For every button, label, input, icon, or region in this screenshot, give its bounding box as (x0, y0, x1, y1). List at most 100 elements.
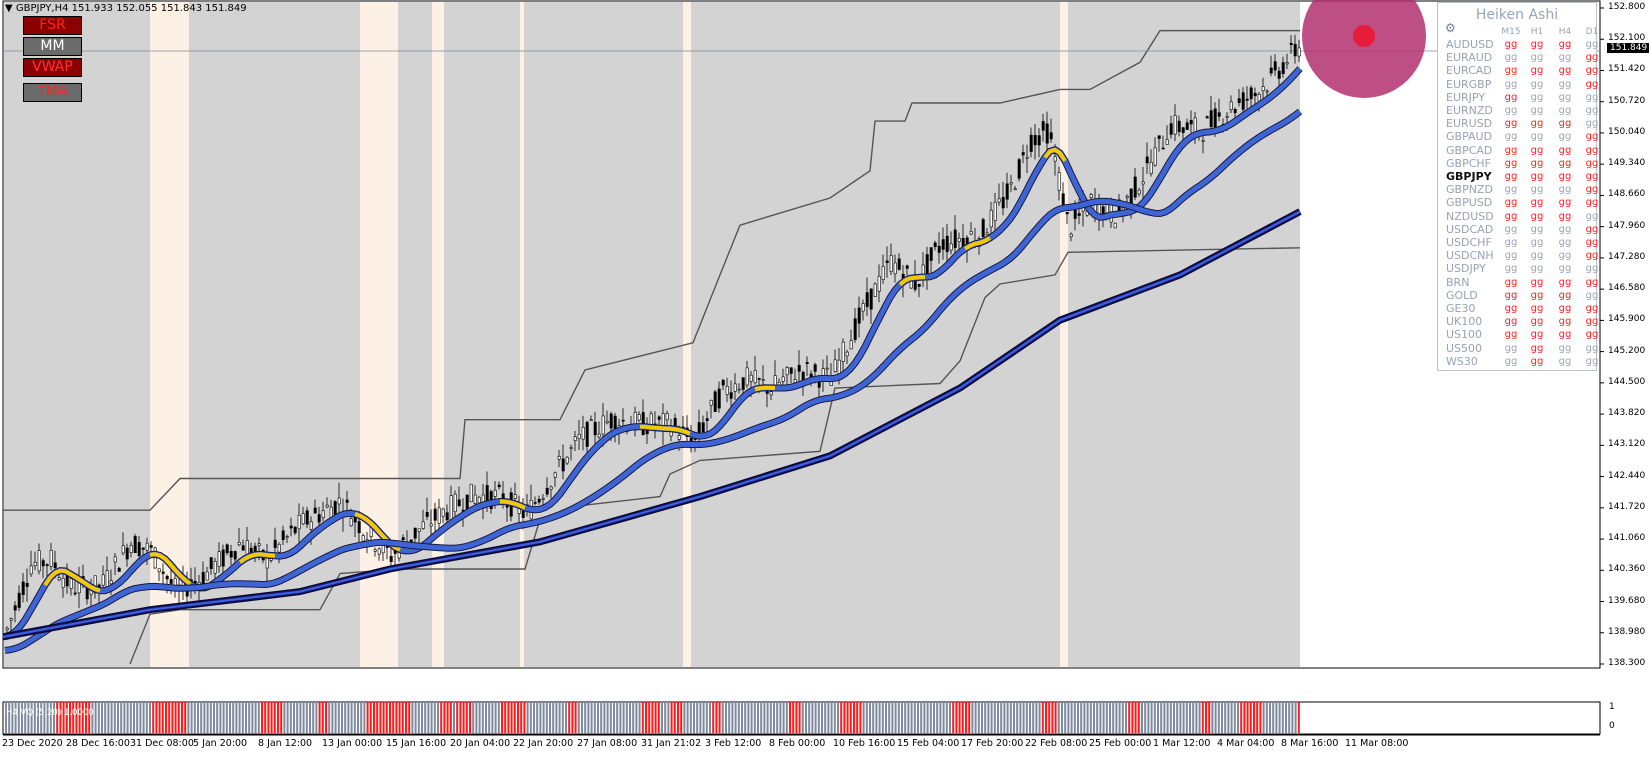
candle-body (477, 496, 481, 504)
symbol-row-audusd[interactable]: AUDUSD gg gg gg gg (1446, 39, 1598, 52)
vq-bar (481, 702, 484, 733)
vq-bar (1243, 702, 1246, 733)
vq-bar (654, 702, 657, 733)
chart-menu-triangle-icon[interactable]: ▼ (5, 3, 13, 14)
candle-body (893, 262, 897, 275)
candle-body (377, 548, 381, 555)
symbol-row-gold[interactable]: GOLD gg gg gg gg (1446, 289, 1598, 303)
vq-bar (257, 702, 260, 733)
vq-bar (462, 702, 465, 733)
vq-bar (1182, 702, 1185, 733)
vq-bar (913, 702, 916, 733)
symbol-row-gbpnzd[interactable]: GBPNZD gg gg gg gg (1446, 184, 1598, 197)
vq-bar (101, 702, 103, 733)
vq-bar (318, 702, 321, 733)
vq-bar (1217, 702, 1220, 733)
vq-bar (421, 702, 423, 733)
signal-cell-m15: gg (1504, 39, 1518, 50)
vq-bar (235, 702, 238, 733)
symbol-row-gbpjpy[interactable]: GBPJPY gg gg gg gg (1446, 171, 1598, 184)
vq-bar (555, 702, 558, 733)
symbol-row-eurgbp[interactable]: EURGBP gg gg gg gg (1446, 78, 1598, 92)
signal-cell-h4: gg (1558, 303, 1572, 314)
fsr-button[interactable]: FSR (23, 16, 82, 35)
symbol-name: USDCHF (1446, 236, 1492, 249)
vq-bar (571, 702, 574, 733)
signal-cell-d1: gg (1585, 329, 1599, 341)
vq-bar (1144, 702, 1147, 733)
symbol-row-eurjpy[interactable]: EURJPY gg gg gg gg (1446, 91, 1598, 105)
vq-bar (1096, 702, 1099, 733)
symbol-row-us100[interactable]: US100 gg gg gg gg (1446, 329, 1598, 342)
candle-body (949, 243, 953, 251)
vq-bar (145, 702, 148, 733)
symbol-row-brn[interactable]: BRN gg gg gg gg (1446, 276, 1598, 290)
candle-body (297, 515, 301, 530)
candle-body (1037, 135, 1041, 146)
vq-bar (782, 702, 785, 733)
signal-cell-h1: gg (1530, 65, 1544, 77)
signal-cell-d1: gg (1585, 144, 1599, 156)
price-axis-label: 141.720 (1608, 501, 1646, 512)
vq-bar (856, 702, 859, 733)
symbol-name: US500 (1446, 341, 1483, 355)
price-axis-label: 139.680 (1608, 595, 1646, 606)
vq-bar (14, 702, 17, 733)
vq-bar (1102, 702, 1105, 733)
symbol-row-gbpaud[interactable]: GBPAUD gg gg gg gg (1446, 131, 1598, 144)
symbol-row-usdcnh[interactable]: USDCNH gg gg gg gg (1446, 250, 1598, 263)
time-axis-label: 28 Dec 16:00 (66, 738, 130, 749)
symbol-row-usdcad[interactable]: USDCAD gg gg gg gg (1446, 223, 1598, 237)
candle-body (953, 229, 957, 248)
gear-icon[interactable]: ⚙ (1445, 21, 1456, 35)
vq-bar (974, 702, 977, 733)
vq-bar (264, 702, 267, 733)
symbol-row-gbpcad[interactable]: GBPCAD gg gg gg gg (1446, 144, 1598, 158)
symbol-row-uk100[interactable]: UK100 gg gg gg gg (1446, 316, 1598, 329)
candle-body (1277, 70, 1281, 79)
vq-bar (1070, 702, 1073, 733)
symbol-row-eurusd[interactable]: EURUSD gg gg gg gg (1446, 118, 1598, 131)
vq-bar (427, 702, 430, 733)
vq-bar (1160, 702, 1163, 733)
vq-bar (529, 702, 532, 733)
vq-bar (72, 702, 75, 733)
price-axis-label: 152.800 (1608, 2, 1646, 12)
candle-body (301, 513, 305, 525)
signal-cell-h1: gg (1530, 342, 1544, 354)
symbol-row-nzdusd[interactable]: NZDUSD gg gg gg gg (1446, 210, 1598, 224)
symbol-row-euraud[interactable]: EURAUD gg gg gg gg (1446, 52, 1598, 65)
candle-body (1125, 195, 1129, 198)
vq-bar (161, 702, 164, 733)
vwap-button[interactable]: VWAP (23, 58, 82, 77)
candle-body (145, 542, 149, 551)
mm-button[interactable]: MM (23, 37, 82, 56)
vq-bar (984, 702, 987, 733)
vq-bar (1291, 702, 1294, 733)
symbol-row-ge30[interactable]: GE30 gg gg gg gg (1446, 303, 1598, 316)
symbol-row-eurcad[interactable]: EURCAD gg gg gg gg (1446, 65, 1598, 78)
vq-bar (833, 702, 836, 733)
symbol-row-gbpchf[interactable]: GBPCHF gg gg gg gg (1446, 157, 1598, 171)
candle-body (117, 567, 121, 572)
symbol-row-us500[interactable]: US500 gg gg gg gg (1446, 341, 1598, 356)
tma-button[interactable]: TMA (23, 83, 82, 102)
vq-bar (657, 702, 660, 733)
vq-bar (1166, 702, 1169, 733)
vq-bar (1163, 702, 1166, 733)
vq-bar (536, 702, 539, 733)
symbol-row-eurnzd[interactable]: EURNZD gg gg gg gg (1446, 105, 1598, 118)
candle-body (925, 254, 929, 277)
candle-body (985, 232, 989, 235)
price-axis-label: 141.060 (1608, 533, 1646, 544)
candle-body (1229, 101, 1233, 110)
vq-bar (280, 702, 283, 733)
symbol-row-usdjpy[interactable]: USDJPY gg gg gg gg (1446, 263, 1598, 276)
symbol-row-ws30[interactable]: WS30 gg gg gg gg (1446, 355, 1598, 369)
symbol-row-usdchf[interactable]: USDCHF gg gg gg gg (1446, 236, 1598, 250)
candle-body (1249, 87, 1253, 100)
time-axis-label: 8 Mar 16:00 (1281, 738, 1339, 749)
symbol-row-gbpusd[interactable]: GBPUSD gg gg gg gg (1446, 197, 1598, 210)
